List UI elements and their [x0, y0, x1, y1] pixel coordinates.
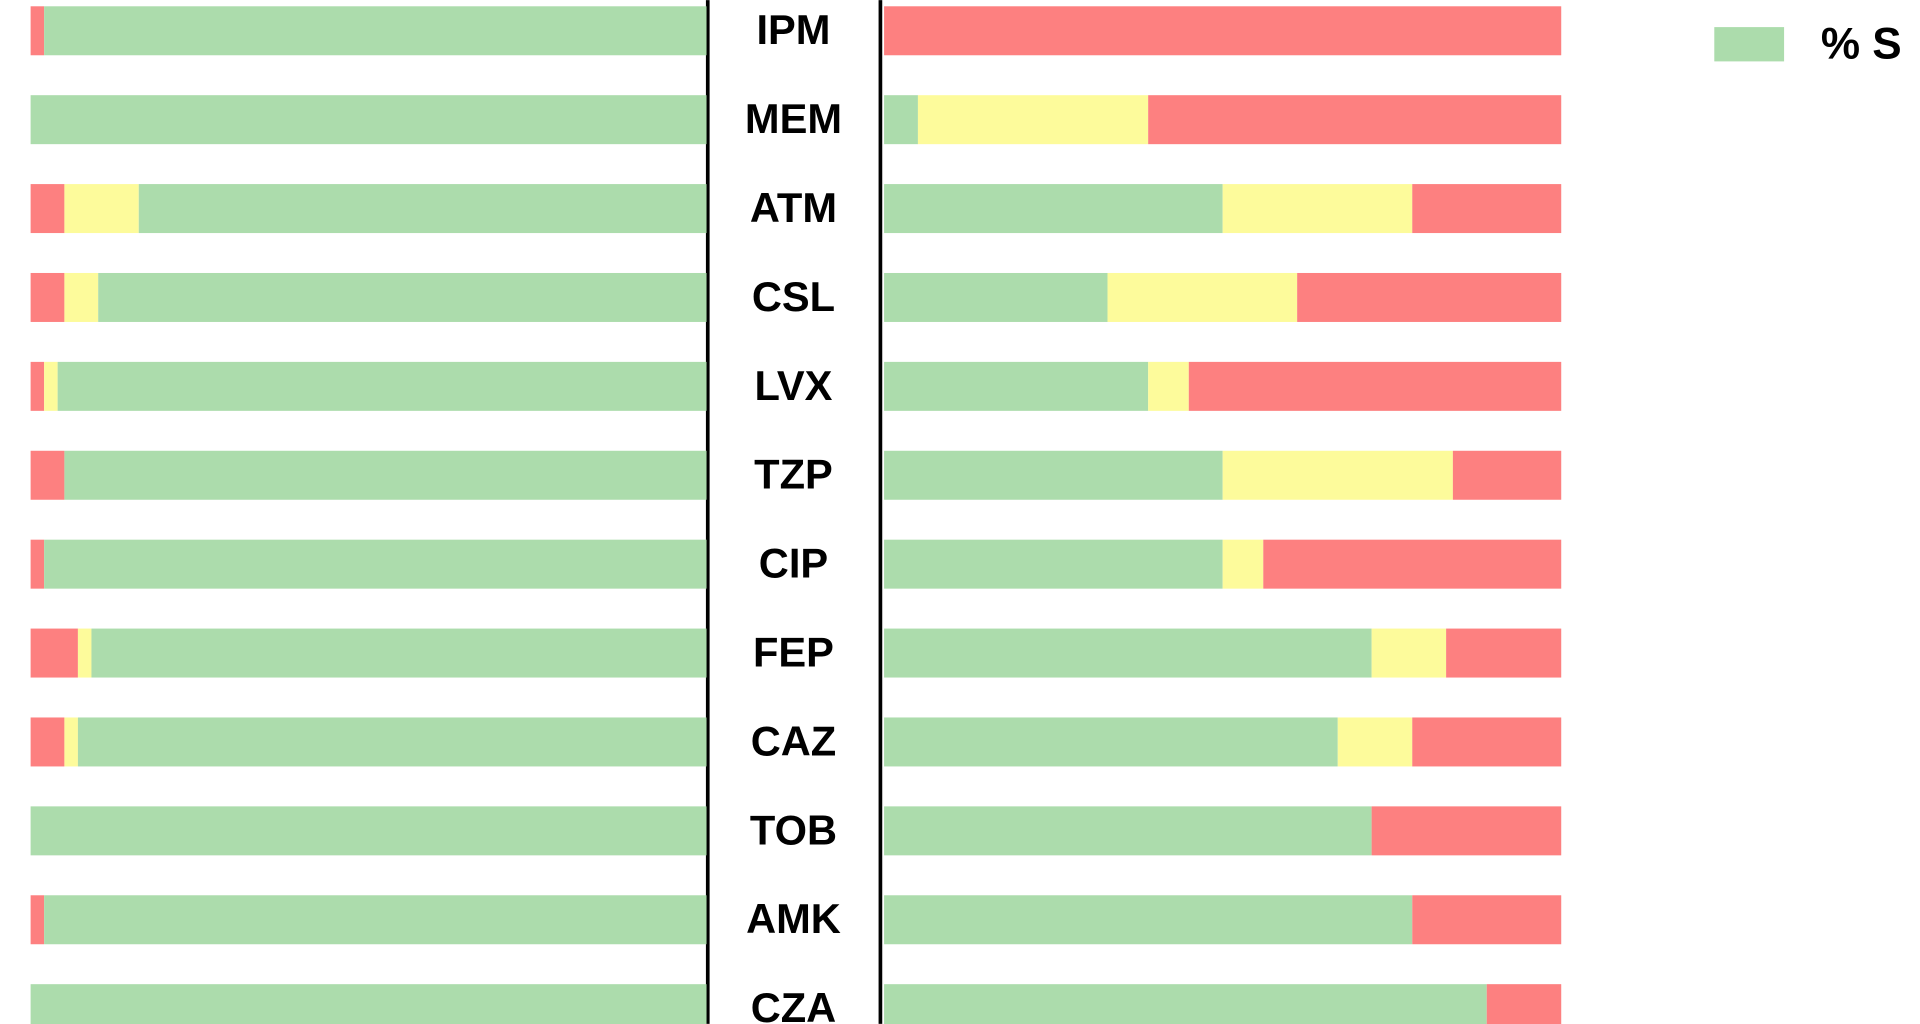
bar-segment — [30, 628, 78, 678]
bar-segment — [884, 6, 1562, 56]
bar-segment — [884, 628, 1372, 678]
category-label: CZA — [751, 984, 837, 1024]
bar-segment — [1222, 450, 1453, 500]
bar-segment — [64, 717, 78, 767]
bar-segment — [1486, 984, 1562, 1024]
bar-segment — [1148, 95, 1562, 145]
bar-segment — [30, 95, 707, 145]
bar-segment — [98, 272, 707, 322]
bar-segment — [77, 628, 92, 678]
bar-segment — [884, 539, 1223, 589]
bar-segment — [30, 806, 707, 856]
bar-segment — [884, 806, 1372, 856]
bar-segment — [1107, 272, 1298, 322]
bar-segment — [884, 272, 1108, 322]
bar-segment — [44, 539, 707, 589]
bar-segment — [57, 361, 707, 411]
category-label: TOB — [750, 806, 837, 853]
bar-segment — [64, 450, 707, 500]
bar-segment — [1188, 361, 1562, 411]
bar-segment — [30, 361, 45, 411]
bar-segment — [1371, 806, 1562, 856]
bar-segment — [1263, 539, 1562, 589]
category-label: AMK — [746, 895, 841, 942]
category-label: IPM — [756, 6, 830, 53]
bar-segment — [917, 95, 1149, 145]
bar-segment — [1148, 361, 1189, 411]
bar-segment — [1297, 272, 1562, 322]
bar-segment — [1452, 450, 1562, 500]
category-label: TZP — [754, 451, 833, 498]
bar-segment — [884, 717, 1338, 767]
bar-segment — [884, 361, 1149, 411]
bar-segment — [1337, 717, 1413, 767]
bar-segment — [30, 272, 65, 322]
bar-segment — [884, 984, 1487, 1024]
bar-segment — [1412, 895, 1562, 945]
bar-segment — [1222, 539, 1264, 589]
category-label: MEM — [745, 95, 842, 142]
bar-segment — [91, 628, 707, 678]
bar-segment — [44, 361, 58, 411]
category-label: LVX — [755, 362, 833, 409]
category-label: CSL — [752, 273, 835, 320]
category-label: FEP — [753, 629, 834, 676]
bar-segment — [30, 184, 65, 234]
bar-segment — [884, 95, 918, 145]
bar-segment — [30, 984, 707, 1024]
bar-segment — [44, 6, 707, 56]
bar-segment — [30, 539, 45, 589]
bar-segment — [1371, 628, 1447, 678]
bar-segment — [1222, 184, 1413, 234]
bar-segment — [64, 272, 99, 322]
bar-segment — [30, 895, 45, 945]
bar-segment — [64, 184, 139, 234]
bar-segment — [884, 450, 1223, 500]
category-label: CIP — [759, 540, 828, 587]
bar-segment — [30, 717, 65, 767]
category-label: ATM — [750, 184, 837, 231]
category-label: CAZ — [751, 717, 837, 764]
bar-segment — [1412, 184, 1562, 234]
bar-segment — [884, 184, 1223, 234]
bar-segment — [77, 717, 707, 767]
bar-segment — [30, 6, 45, 56]
bar-segment — [1412, 717, 1562, 767]
bar-segment — [1446, 628, 1562, 678]
bar-segment — [138, 184, 707, 234]
legend-label: % S — [1821, 19, 1902, 68]
legend-swatch — [1714, 27, 1785, 62]
bar-segment — [884, 895, 1413, 945]
bar-segment — [44, 895, 707, 945]
bar-segment — [30, 450, 65, 500]
